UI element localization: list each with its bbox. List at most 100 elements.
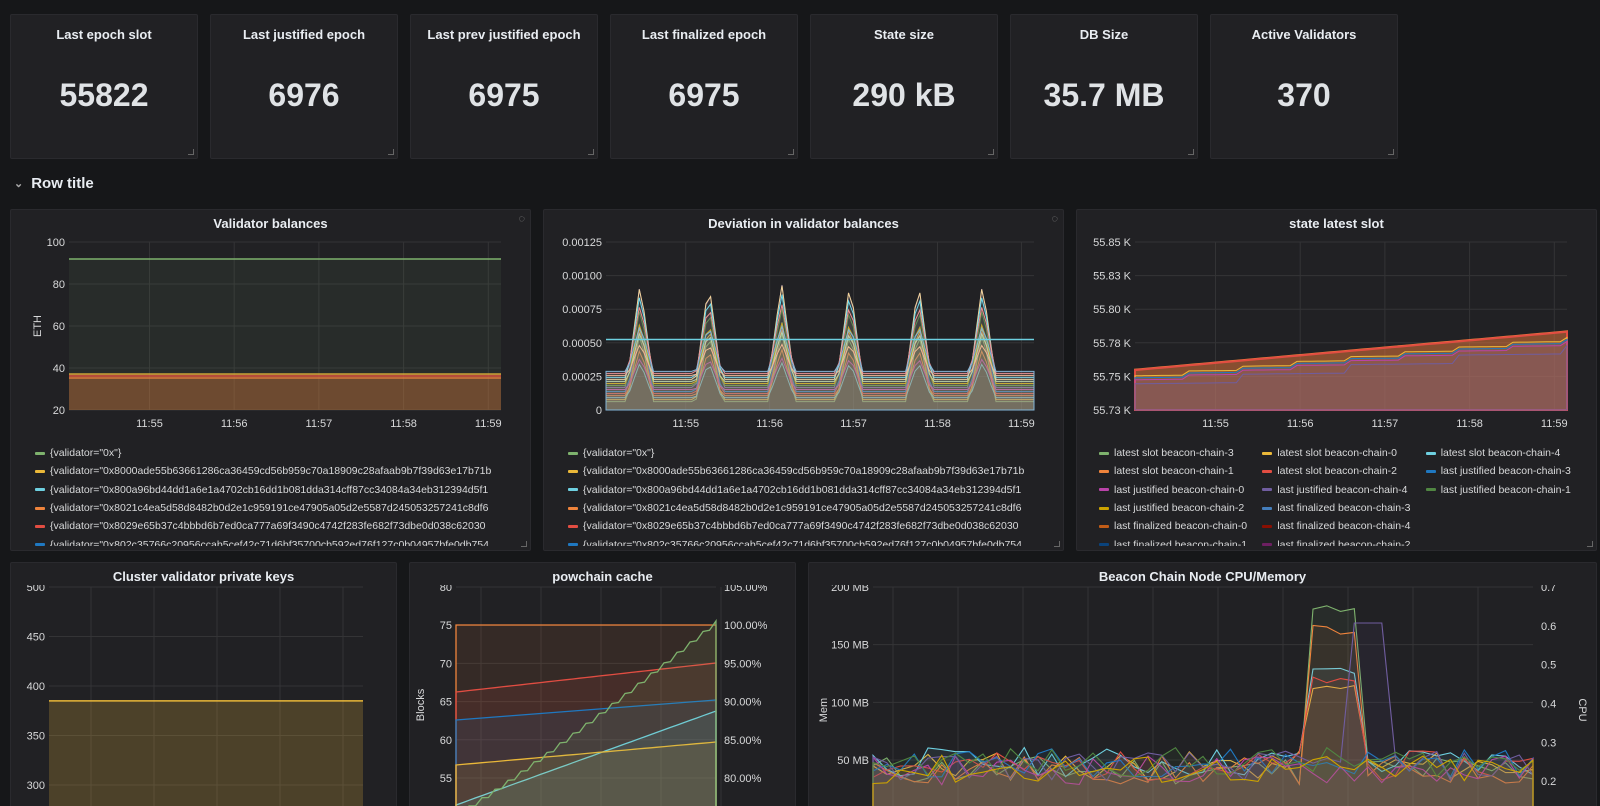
legend-item[interactable]: {validator="0x8000ade55b63661286ca36459c…	[568, 462, 1058, 480]
legend-swatch	[568, 524, 578, 528]
legend-swatch	[1425, 469, 1436, 473]
legend-item[interactable]: {validator="0x802c35766c20956ccab5cef42c…	[568, 535, 1058, 546]
legend-item[interactable]: {validator="0x8000ade55b63661286ca36459c…	[35, 462, 525, 480]
resize-handle[interactable]	[588, 149, 594, 155]
legend-swatch	[1262, 451, 1273, 455]
series-line	[455, 662, 717, 806]
cpu-memory-graph: 200 MB 150 MB 100 MB 50 MB 0.7 0.6 0.5 0.4 0.3 0.…	[818, 585, 1588, 806]
x-tick-label: 11:57	[840, 418, 867, 430]
stat-title: Active Validators	[1251, 27, 1357, 42]
legend-label: last finalized beacon-chain-3	[1277, 502, 1411, 515]
legend-item[interactable]: {validator="0x8021c4ea5d58d8482b0d2e1c95…	[35, 499, 525, 517]
legend-item[interactable]: last justified beacon-chain-4	[1262, 481, 1425, 499]
legend-label: last finalized beacon-chain-2	[1277, 538, 1411, 546]
resize-handle[interactable]	[388, 149, 394, 155]
y-tick-label: 55.73 K	[1093, 405, 1132, 417]
legend-label: {validator="0x8000ade55b63661286ca36459c…	[583, 465, 1025, 478]
resize-handle[interactable]	[1587, 541, 1593, 547]
resize-handle[interactable]	[1188, 149, 1194, 155]
stat-panel[interactable]: State size 290 kB	[810, 14, 998, 159]
legend-swatch	[35, 524, 45, 528]
legend-item[interactable]: last finalized beacon-chain-2	[1262, 535, 1425, 546]
stat-panel[interactable]: DB Size 35.7 MB	[1010, 14, 1198, 159]
legend-swatch	[1099, 524, 1109, 528]
x-tick-label: 11:56	[221, 418, 248, 430]
legend-item[interactable]: latest slot beacon-chain-1	[1099, 462, 1262, 480]
resize-handle[interactable]	[521, 541, 527, 547]
legend-label: {validator="0x802c35766c20956ccab5cef42c…	[583, 538, 1022, 546]
y2-tick-label: 100.00%	[724, 620, 768, 632]
series-line	[872, 746, 1534, 806]
legend-item[interactable]: last justified beacon-chain-1	[1425, 481, 1589, 499]
y-tick-label: 55.75 K	[1093, 371, 1132, 383]
legend-item[interactable]: {validator="0x8021c4ea5d58d8482b0d2e1c95…	[568, 499, 1058, 517]
legend-item[interactable]: last justified beacon-chain-2	[1099, 499, 1262, 517]
legend-item[interactable]: last finalized beacon-chain-4	[1262, 517, 1425, 535]
legend: {validator="0x"} {validator="0x8000ade55b…	[568, 444, 1058, 546]
legend-swatch	[35, 543, 45, 546]
legend-swatch	[568, 506, 578, 510]
panel-deviation[interactable]: Deviation in validator balances ◌ 0.0012…	[543, 209, 1064, 551]
panel-powchain-cache[interactable]: powchain cache 80 75 70 65 60 55 105.00% 100.00…	[409, 562, 796, 806]
legend-item[interactable]: last justified beacon-chain-0	[1099, 481, 1262, 499]
series-line	[468, 618, 717, 806]
y-tick-label: 100 MB	[831, 697, 869, 709]
legend-item[interactable]: {validator="0x802c35766c20956ccab5cef42c…	[35, 535, 525, 546]
chevron-down-icon[interactable]: ⌄	[14, 178, 24, 190]
y-tick-label: 75	[440, 620, 452, 632]
stat-title: Last justified epoch	[242, 27, 366, 42]
series-line	[1134, 344, 1568, 411]
stat-panel[interactable]: Active Validators 370	[1210, 14, 1398, 159]
legend-item[interactable]: {validator="0x"}	[568, 444, 1058, 462]
legend-item[interactable]: last finalized beacon-chain-1	[1099, 535, 1262, 546]
stat-panel[interactable]: Last finalized epoch 6975	[610, 14, 798, 159]
panel-validator-balances[interactable]: Validator balances ◌ 100 80 60 40 20 11:55 11:…	[10, 209, 531, 551]
stat-title: DB Size	[1079, 27, 1129, 42]
x-tick-label: 11:58	[924, 418, 951, 430]
legend-swatch	[1099, 451, 1109, 455]
panel-title: state latest slot	[1289, 216, 1384, 231]
legend-item[interactable]: {validator="0x800a96bd44dd1a6e1a4702cb16…	[568, 481, 1058, 499]
y-tick-label: 65	[440, 697, 452, 709]
resize-handle[interactable]	[1054, 541, 1060, 547]
y-tick-label: 100	[47, 237, 65, 249]
legend-item[interactable]: last justified beacon-chain-3	[1425, 462, 1589, 480]
resize-handle[interactable]	[188, 149, 194, 155]
y-tick-label: 0.00100	[562, 271, 602, 283]
stat-panel[interactable]: Last prev justified epoch 6975	[410, 14, 598, 159]
y-axis-label: Blocks	[415, 688, 427, 721]
panel-title: Beacon Chain Node CPU/Memory	[1098, 569, 1307, 584]
series-line	[605, 308, 1035, 411]
resize-handle[interactable]	[1388, 149, 1394, 155]
stat-panel[interactable]: Last justified epoch 6976	[210, 14, 398, 159]
row-header[interactable]: ⌄ Row title	[14, 175, 94, 192]
legend-item[interactable]: {validator="0x8029e65b37c4bbbd6b7ed0ca77…	[35, 517, 525, 535]
panel-cluster-keys[interactable]: Cluster validator private keys 500 450 400…	[10, 562, 397, 806]
y-tick-label: 40	[53, 363, 65, 375]
legend-item[interactable]: latest slot beacon-chain-4	[1425, 444, 1589, 462]
series-line	[605, 322, 1035, 411]
panel-cpu-memory[interactable]: Beacon Chain Node CPU/Memory 200 MB 150 M…	[808, 562, 1597, 806]
legend-label: latest slot beacon-chain-1	[1114, 465, 1234, 478]
legend-label: latest slot beacon-chain-4	[1440, 447, 1561, 460]
legend-item[interactable]: latest slot beacon-chain-3	[1099, 444, 1262, 462]
stat-panel[interactable]: Last epoch slot 55822	[10, 14, 198, 159]
resize-handle[interactable]	[788, 149, 794, 155]
legend-item[interactable]: latest slot beacon-chain-0	[1262, 444, 1425, 462]
legend-item[interactable]: last finalized beacon-chain-0	[1099, 517, 1262, 535]
cluster-keys-graph: 500 450 400 350 300	[27, 585, 363, 806]
legend-item[interactable]: {validator="0x"}	[35, 444, 525, 462]
y-tick-label: 60	[53, 321, 65, 333]
legend-item[interactable]: last finalized beacon-chain-3	[1262, 499, 1425, 517]
legend-item[interactable]: {validator="0x800a96bd44dd1a6e1a4702cb16…	[35, 481, 525, 499]
x-tick-label: 11:56	[1287, 418, 1314, 430]
stat-value: 55822	[59, 77, 149, 113]
y2-tick-label: 0.3	[1541, 737, 1556, 749]
y-tick-label: 20	[53, 405, 65, 417]
legend-item[interactable]: {validator="0x8029e65b37c4bbbd6b7ed0ca77…	[568, 517, 1058, 535]
legend-item[interactable]: latest slot beacon-chain-2	[1262, 462, 1425, 480]
y-tick-label: 55	[440, 773, 452, 785]
y-tick-label: 70	[440, 658, 452, 670]
resize-handle[interactable]	[988, 149, 994, 155]
